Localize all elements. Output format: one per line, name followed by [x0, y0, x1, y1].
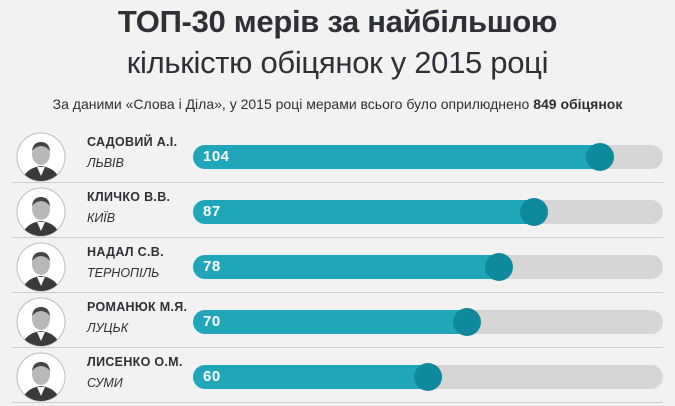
bar-end-marker: [520, 198, 548, 226]
portrait-icon: [16, 352, 66, 402]
avatar: [16, 297, 66, 347]
avatar: [16, 352, 66, 402]
portrait-icon: [16, 242, 66, 292]
chart-subtitle: кількістю обіцянок у 2015 році: [126, 45, 549, 80]
divider: [12, 402, 663, 403]
data-label: 60: [203, 368, 221, 385]
bar: [193, 255, 499, 279]
avatar: [16, 132, 66, 182]
data-label: 104: [203, 148, 230, 165]
chart-title: ТОП-30 мерів за найбільшою: [117, 4, 558, 39]
city-name: ЛЬВІВ: [87, 156, 124, 170]
mayor-name: САДОВИЙ А.І.: [87, 135, 178, 149]
list-item: НАДАЛ С.В. ТЕРНОПІЛЬ 78: [0, 238, 675, 293]
divider: [12, 292, 663, 293]
data-label: 78: [203, 258, 221, 275]
bar-track: 70: [193, 308, 663, 336]
mayor-name: РОМАНЮК М.Я.: [87, 300, 188, 314]
bar-end-marker: [453, 308, 481, 336]
city-name: ТЕРНОПІЛЬ: [87, 266, 160, 280]
city-name: ЛУЦЬК: [87, 321, 129, 335]
mayor-name: КЛИЧКО В.В.: [87, 190, 171, 204]
total-promises: 849 обіцянок: [533, 96, 623, 112]
source-note: За даними «Слова і Діла», у 2015 році ме…: [0, 96, 675, 112]
mayor-name: ЛИСЕНКО О.М.: [87, 355, 183, 369]
bar-end-marker: [485, 253, 513, 281]
city-name: КИЇВ: [87, 211, 116, 225]
avatar: [16, 242, 66, 292]
list-item: ЛИСЕНКО О.М. СУМИ 60: [0, 348, 675, 403]
bar-end-marker: [586, 143, 614, 171]
bar-track: 87: [193, 198, 663, 226]
bar-track: 78: [193, 253, 663, 281]
bar-end-marker: [414, 363, 442, 391]
divider: [12, 182, 663, 183]
bar: [193, 200, 534, 224]
bar: [193, 365, 428, 389]
list-item: РОМАНЮК М.Я. ЛУЦЬК 70: [0, 293, 675, 348]
portrait-icon: [16, 132, 66, 182]
bar-track: 60: [193, 363, 663, 391]
portrait-icon: [16, 187, 66, 237]
data-label: 87: [203, 203, 221, 220]
divider: [12, 347, 663, 348]
source-note-text: За даними «Слова і Діла», у 2015 році ме…: [52, 96, 534, 112]
bar: [193, 145, 600, 169]
list-item: КЛИЧКО В.В. КИЇВ 87: [0, 183, 675, 238]
data-label: 70: [203, 313, 221, 330]
divider: [12, 237, 663, 238]
avatar: [16, 187, 66, 237]
bar-track: 104: [193, 143, 663, 171]
city-name: СУМИ: [87, 376, 123, 390]
list-item: САДОВИЙ А.І. ЛЬВІВ 104: [0, 128, 675, 183]
portrait-icon: [16, 297, 66, 347]
mayor-name: НАДАЛ С.В.: [87, 245, 164, 259]
bar: [193, 310, 467, 334]
